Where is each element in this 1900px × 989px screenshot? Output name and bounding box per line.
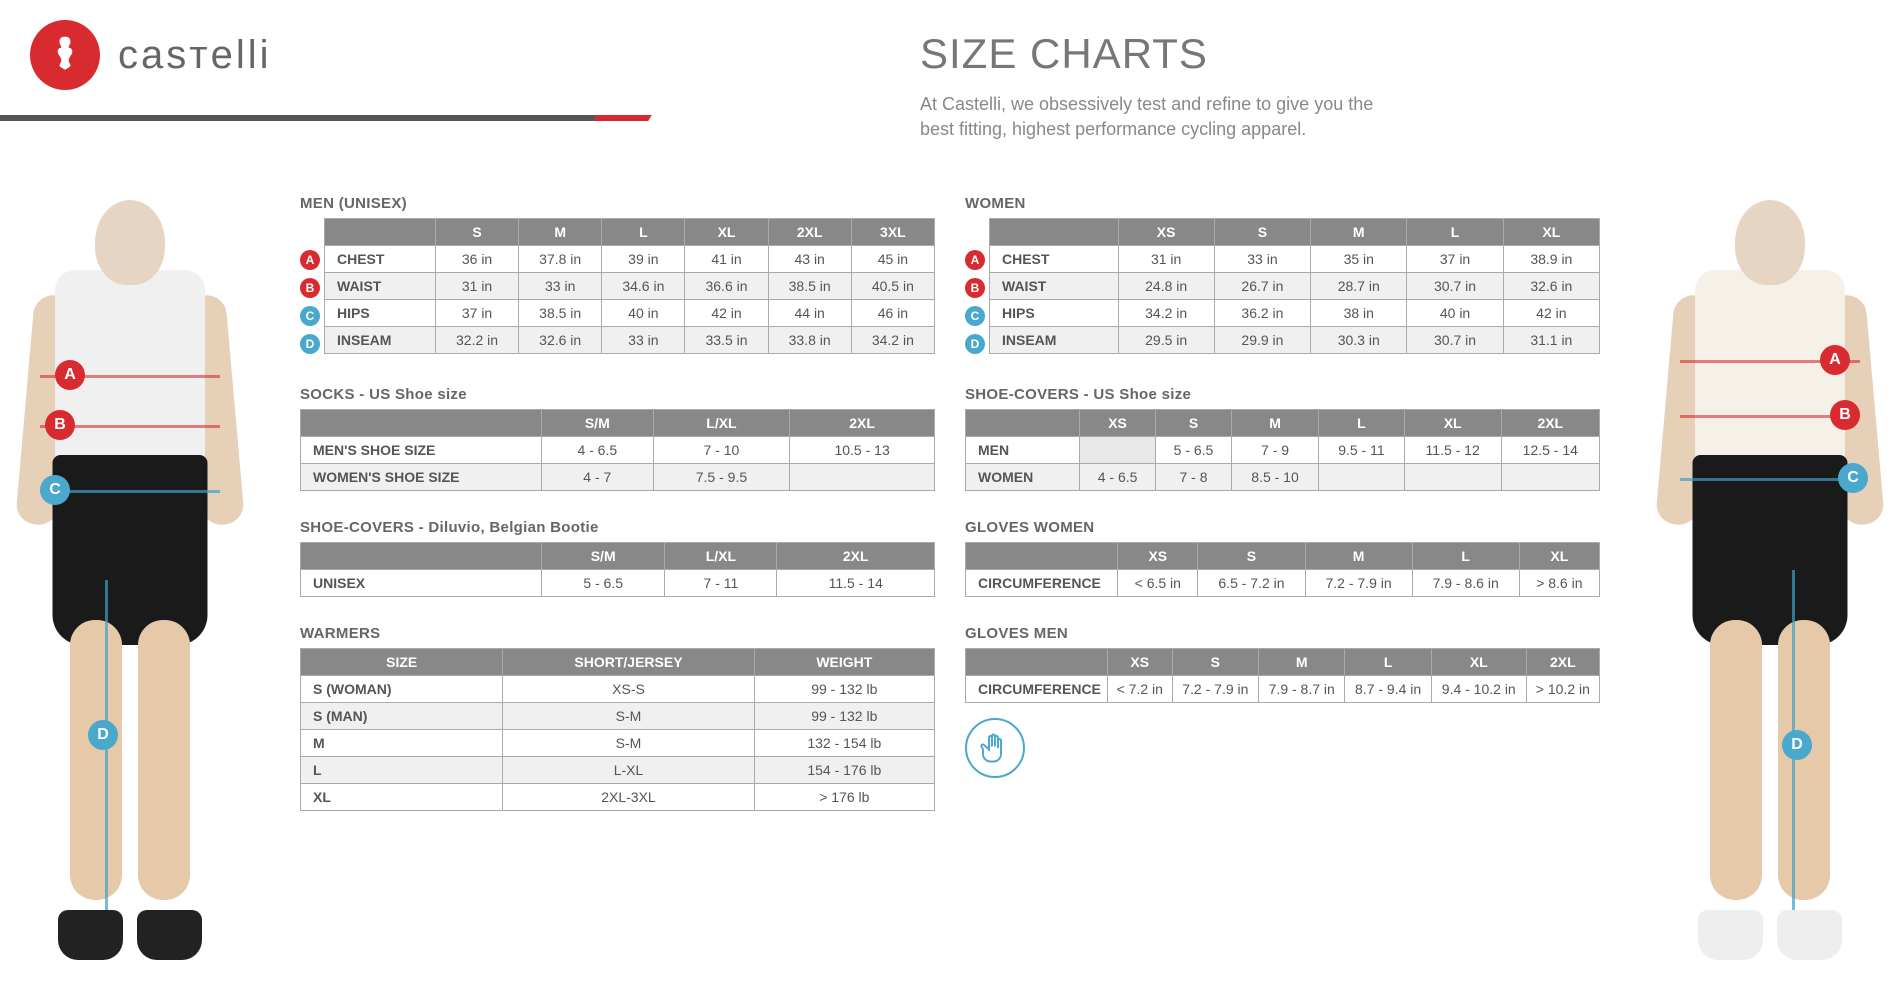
hand-circumference-icon bbox=[965, 718, 1025, 778]
measure-badge-b: B bbox=[45, 410, 75, 440]
figure-women: A B C D bbox=[1650, 200, 1890, 960]
table-title-gloves-women: GLOVES WOMEN bbox=[965, 519, 1600, 536]
tbl-warmers: SIZESHORT/JERSEYWEIGHTS (WOMAN)XS-S99 - … bbox=[300, 648, 935, 811]
measure-badge-c-w: C bbox=[1838, 463, 1868, 493]
scorpion-logo-icon bbox=[30, 20, 100, 90]
table-gloves-men: GLOVES MEN XSSMLXL2XLCIRCUMFERENCE< 7.2 … bbox=[965, 625, 1600, 778]
tbl-men: SMLXL2XL3XLCHEST36 in37.8 in39 in41 in43… bbox=[324, 218, 935, 354]
header-rule-accent bbox=[593, 115, 651, 121]
tbl-diluvio: S/ML/XL2XLUNISEX5 - 6.57 - 1111.5 - 14 bbox=[300, 542, 935, 597]
badge-stack-women: ABCD bbox=[965, 218, 985, 358]
tbl-shoecovers-us: XSSMLXL2XLMEN5 - 6.57 - 99.5 - 1111.5 - … bbox=[965, 409, 1600, 491]
tbl-socks: S/ML/XL2XLMEN'S SHOE SIZE4 - 6.57 - 1010… bbox=[300, 409, 935, 491]
page-title: SIZE CHARTS bbox=[920, 30, 1208, 78]
measure-line-hips-w bbox=[1680, 478, 1860, 481]
tbl-gloves-men: XSSMLXL2XLCIRCUMFERENCE< 7.2 in7.2 - 7.9… bbox=[965, 648, 1600, 703]
table-title-warmers: WARMERS bbox=[300, 625, 935, 642]
tbl-gloves-women: XSSMLXLCIRCUMFERENCE< 6.5 in6.5 - 7.2 in… bbox=[965, 542, 1600, 597]
badge-stack-men: ABCD bbox=[300, 218, 320, 358]
subtitle-line-2: best fitting, highest performance cyclin… bbox=[920, 119, 1306, 139]
measure-badge-b-w: B bbox=[1830, 400, 1860, 430]
table-title-gloves-men: GLOVES MEN bbox=[965, 625, 1600, 642]
table-women: WOMEN ABCD XSSMLXLCHEST31 in33 in35 in37… bbox=[965, 195, 1600, 358]
measure-badge-a: A bbox=[55, 360, 85, 390]
table-socks: SOCKS - US Shoe size S/ML/XL2XLMEN'S SHO… bbox=[300, 386, 935, 491]
table-warmers: WARMERS SIZESHORT/JERSEYWEIGHTS (WOMAN)X… bbox=[300, 625, 935, 811]
table-shoecovers-us: SHOE-COVERS - US Shoe size XSSMLXL2XLMEN… bbox=[965, 386, 1600, 491]
header-rule bbox=[0, 115, 640, 121]
table-title-women: WOMEN bbox=[965, 195, 1600, 212]
table-gloves-women: GLOVES WOMEN XSSMLXLCIRCUMFERENCE< 6.5 i… bbox=[965, 519, 1600, 597]
page-subtitle: At Castelli, we obsessively test and ref… bbox=[920, 92, 1373, 142]
measure-badge-d-w: D bbox=[1782, 730, 1812, 760]
table-title-diluvio: SHOE-COVERS - Diluvio, Belgian Bootie bbox=[300, 519, 935, 536]
measure-badge-c: C bbox=[40, 475, 70, 505]
brand-header: casтelli bbox=[30, 20, 271, 90]
table-title-men: MEN (UNISEX) bbox=[300, 195, 935, 212]
right-column: WOMEN ABCD XSSMLXLCHEST31 in33 in35 in37… bbox=[965, 195, 1600, 811]
table-shoecovers-diluvio: SHOE-COVERS - Diluvio, Belgian Bootie S/… bbox=[300, 519, 935, 597]
measure-badge-d: D bbox=[88, 720, 118, 750]
measure-badge-a-w: A bbox=[1820, 345, 1850, 375]
tables-container: MEN (UNISEX) ABCD SMLXL2XL3XLCHEST36 in3… bbox=[300, 195, 1600, 811]
table-men: MEN (UNISEX) ABCD SMLXL2XL3XLCHEST36 in3… bbox=[300, 195, 935, 358]
subtitle-line-1: At Castelli, we obsessively test and ref… bbox=[920, 94, 1373, 114]
tbl-women: XSSMLXLCHEST31 in33 in35 in37 in38.9 inW… bbox=[989, 218, 1600, 354]
left-column: MEN (UNISEX) ABCD SMLXL2XL3XLCHEST36 in3… bbox=[300, 195, 935, 811]
table-title-shoecovers-us: SHOE-COVERS - US Shoe size bbox=[965, 386, 1600, 403]
figure-men: A B C D bbox=[10, 200, 250, 960]
table-title-socks: SOCKS - US Shoe size bbox=[300, 386, 935, 403]
brand-name: casтelli bbox=[118, 33, 271, 78]
